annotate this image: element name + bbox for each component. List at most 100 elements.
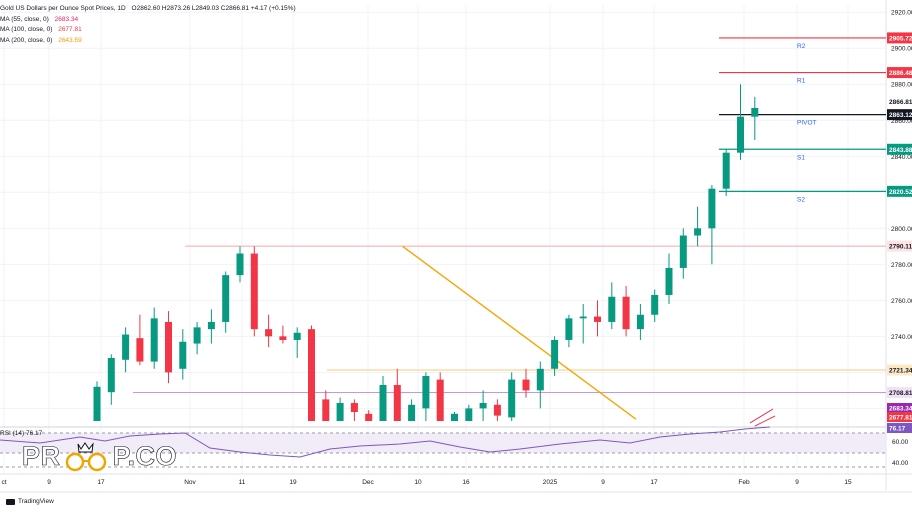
descending-trendline	[402, 245, 637, 420]
rsi-label: RSI (14) 76.17	[0, 430, 43, 437]
candle-body	[636, 314, 644, 330]
candle-body	[179, 341, 187, 369]
time-tick-label: 11	[239, 479, 246, 486]
pivot-level-name: S1	[797, 154, 805, 161]
ma-100-price-tag-bg	[887, 412, 912, 422]
candle-body	[336, 402, 344, 421]
price-tick-label: 2860.00	[891, 118, 912, 125]
time-tick-label: 10	[414, 479, 422, 486]
tradingview-label: TradingView	[18, 498, 54, 505]
level-price-tag: 2843.88	[889, 147, 912, 154]
time-tick-label: Dec	[362, 479, 374, 486]
candle-body	[136, 338, 144, 362]
time-tick-label: 9	[601, 479, 605, 486]
price-tick-label: 2920.00	[891, 10, 912, 17]
candle-body	[393, 384, 401, 421]
price-tick-label: 2780.00	[891, 262, 912, 269]
candle-body	[279, 336, 287, 340]
candle-body	[551, 339, 559, 369]
candle-body	[122, 334, 130, 360]
tradingview-brand[interactable]: TradingView	[6, 498, 54, 505]
last-price-tag: 2866.81	[889, 99, 912, 106]
candle-body	[451, 413, 458, 421]
candle-body	[493, 404, 501, 416]
candles	[93, 84, 759, 421]
legend-ohlc: O2862.60 H2873.26 L2849.03 C2866.81 +4.1…	[131, 5, 296, 12]
candle-body	[679, 235, 687, 268]
candle-body	[522, 379, 530, 391]
legend-ma-100: MA (100, close, 0) 2677.81	[0, 25, 296, 36]
pivot-level-name: PIVOT	[797, 120, 817, 127]
price-line-tag: 2708.81	[889, 390, 912, 397]
candle-body	[751, 107, 759, 117]
candle-body	[536, 368, 544, 391]
candle-body	[308, 329, 315, 421]
time-tick-label: 15	[844, 479, 852, 486]
rsi-value-tag: 76.17	[889, 426, 906, 433]
candle-body	[236, 253, 244, 276]
rsi-panel	[0, 408, 886, 468]
level-price-tag: 2905.72	[889, 35, 912, 42]
price-line-tag-bg	[887, 364, 912, 376]
level-price-tag-bg	[887, 67, 912, 79]
price-tick-label: 2740.00	[891, 334, 912, 341]
candle-body	[651, 294, 659, 315]
price-tick-label: 2880.00	[891, 82, 912, 89]
candle-body	[193, 327, 201, 344]
candle-body	[694, 228, 702, 236]
candle-body	[622, 296, 630, 330]
legend-ma-55: MA (55, close, 0) 2683.34	[0, 15, 296, 26]
ma-55-price-tag: 2683.34	[889, 406, 912, 413]
candle-body	[608, 296, 616, 322]
last-price-tag-bg	[887, 96, 912, 108]
price-tick-label: 2760.00	[891, 298, 912, 305]
pivot-price-tag-bg	[887, 109, 912, 121]
candle-body	[408, 404, 416, 421]
pivot-level-name: R2	[797, 43, 806, 50]
level-price-tag: 2886.48	[889, 70, 912, 77]
time-tick-label: 16	[462, 479, 470, 486]
level-price-tag: 2820.52	[889, 189, 912, 196]
legend-ma-200: MA (200, close, 0) 2643.59	[0, 36, 296, 47]
price-line-tag-bg	[887, 387, 912, 399]
candle-body	[150, 318, 158, 362]
candle-body	[665, 267, 673, 295]
rsi-value-tag-bg	[887, 423, 912, 433]
rsi-band	[0, 433, 886, 453]
legend-title-row: Gold US Dollars per Ounce Spot Prices, 1…	[0, 4, 296, 15]
pivot-price-tag: 2863.12	[889, 112, 912, 119]
rsi-tick-60: 60.00	[892, 439, 909, 446]
candle-body	[379, 384, 387, 421]
legend-ma-55-value: 2683.34	[54, 15, 79, 23]
crown-glasses-icon	[62, 441, 112, 472]
candle-body	[508, 379, 516, 418]
level-price-tag-bg	[887, 32, 912, 44]
time-tick-label: 17	[97, 479, 105, 486]
candle-body	[479, 402, 487, 409]
time-tick-label: 9	[795, 479, 799, 486]
candle-body	[422, 375, 430, 409]
legend-title: Gold US Dollars per Ounce Spot Prices, 1…	[0, 5, 126, 12]
candle-body	[579, 316, 587, 319]
rsi-line	[0, 426, 771, 458]
candle-body	[350, 402, 358, 412]
time-tick-label: 2025	[543, 479, 558, 486]
candle-body	[594, 316, 601, 322]
candle-body	[436, 379, 444, 421]
time-tick-label: 17	[650, 479, 658, 486]
candle-body	[293, 332, 301, 340]
candle-body	[737, 116, 744, 153]
candle-body	[722, 152, 730, 189]
legend-ma-100-label: MA (100, close, 0)	[0, 26, 53, 33]
candle-body	[365, 413, 373, 421]
candle-body	[265, 329, 273, 337]
tradingview-icon	[6, 498, 15, 505]
logo-text-left: PR	[22, 441, 61, 472]
time-tick-label: ct	[1, 479, 6, 486]
ma-55-segment	[749, 408, 774, 424]
pivot-level-name: R1	[797, 78, 806, 85]
ma-100-segment	[754, 415, 776, 427]
price-tick-label: 2840.00	[891, 154, 912, 161]
